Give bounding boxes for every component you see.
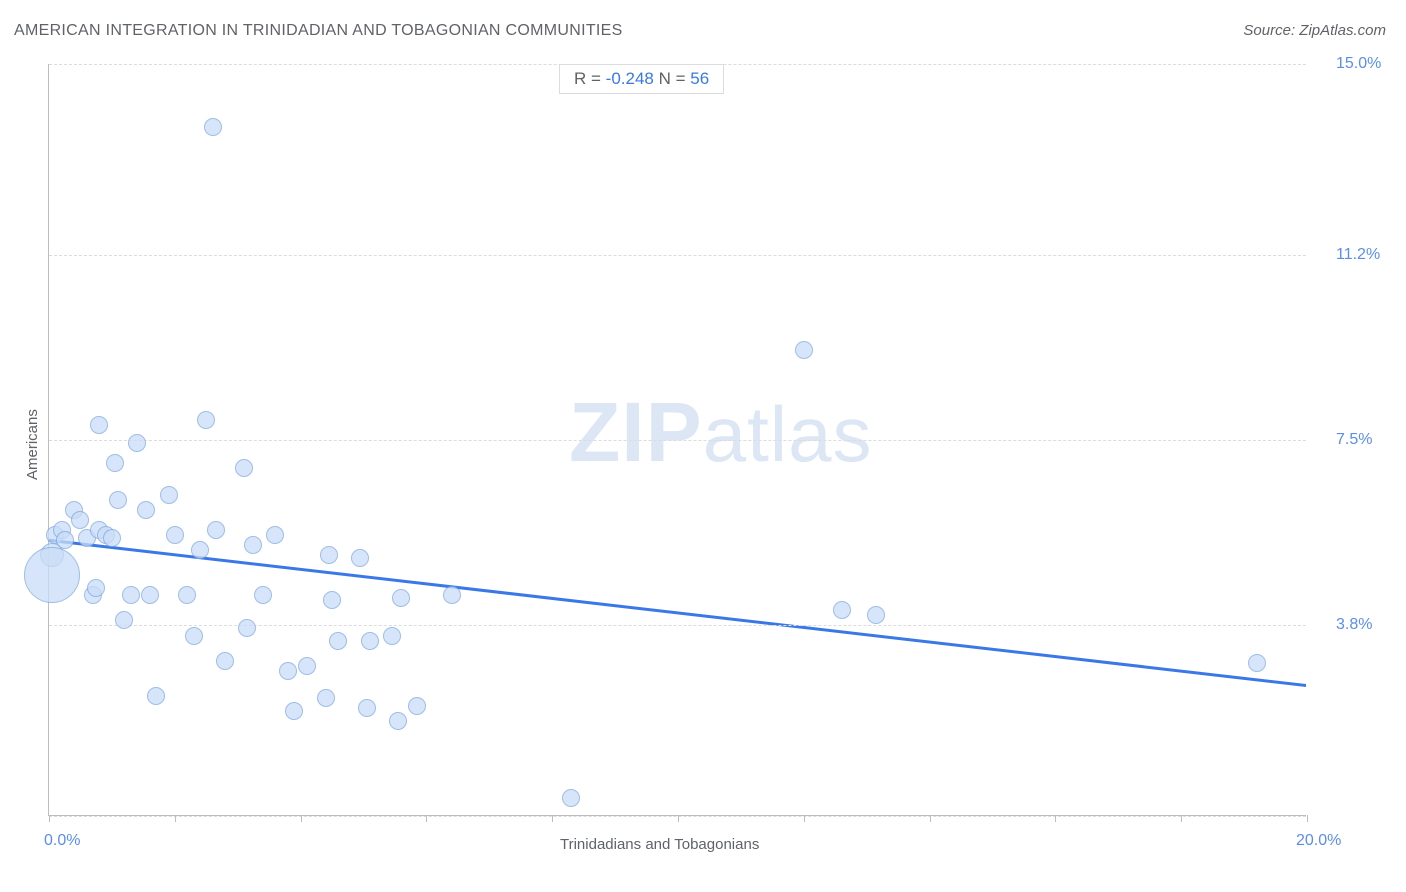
data-point: [191, 541, 209, 559]
data-point: [166, 526, 184, 544]
data-point: [351, 549, 369, 567]
chart-title: AMERICAN INTEGRATION IN TRINIDADIAN AND …: [14, 22, 623, 40]
x-tick: [1055, 815, 1056, 822]
data-point: [244, 536, 262, 554]
data-point: [109, 491, 127, 509]
x-tick: [426, 815, 427, 822]
n-value: 56: [690, 69, 709, 88]
x-tick-label: 20.0%: [1296, 832, 1341, 850]
data-point: [285, 702, 303, 720]
data-point: [562, 789, 580, 807]
source-name: ZipAtlas.com: [1299, 22, 1386, 39]
data-point: [128, 434, 146, 452]
x-tick: [1307, 815, 1308, 822]
data-point: [137, 501, 155, 519]
data-point: [24, 547, 80, 603]
x-tick: [678, 815, 679, 822]
data-point: [867, 606, 885, 624]
gridline-h: [49, 255, 1306, 256]
data-point: [361, 632, 379, 650]
data-point: [833, 601, 851, 619]
data-point: [147, 687, 165, 705]
gridline-h: [49, 440, 1306, 441]
data-point: [216, 652, 234, 670]
x-tick-label: 0.0%: [44, 832, 80, 850]
data-point: [795, 341, 813, 359]
data-point: [408, 697, 426, 715]
y-tick-label: 7.5%: [1336, 431, 1372, 449]
data-point: [115, 611, 133, 629]
data-point: [323, 591, 341, 609]
data-point: [185, 627, 203, 645]
watermark: ZIPatlas: [569, 384, 872, 481]
data-point: [1248, 654, 1266, 672]
x-tick: [1181, 815, 1182, 822]
data-point: [389, 712, 407, 730]
watermark-zip: ZIP: [569, 385, 703, 479]
data-point: [298, 657, 316, 675]
data-point: [71, 511, 89, 529]
data-point: [204, 118, 222, 136]
r-label: R =: [574, 69, 606, 88]
source-attribution: Source: ZipAtlas.com: [1243, 22, 1386, 39]
x-tick: [552, 815, 553, 822]
data-point: [443, 586, 461, 604]
data-point: [122, 586, 140, 604]
data-point: [383, 627, 401, 645]
data-point: [358, 699, 376, 717]
data-point: [238, 619, 256, 637]
data-point: [56, 531, 74, 549]
data-point: [320, 546, 338, 564]
data-point: [106, 454, 124, 472]
data-point: [329, 632, 347, 650]
scatter-plot-area: ZIPatlas R = -0.248 N = 56: [48, 64, 1306, 816]
data-point: [207, 521, 225, 539]
x-tick: [804, 815, 805, 822]
data-point: [160, 486, 178, 504]
y-tick-label: 11.2%: [1336, 246, 1380, 264]
data-point: [392, 589, 410, 607]
y-tick-label: 3.8%: [1336, 616, 1372, 634]
y-axis-label: Americans: [24, 409, 41, 480]
x-tick: [301, 815, 302, 822]
x-axis-label: Trinidadians and Tobagonians: [560, 836, 759, 853]
stats-box: R = -0.248 N = 56: [559, 64, 724, 94]
data-point: [235, 459, 253, 477]
data-point: [141, 586, 159, 604]
x-tick: [175, 815, 176, 822]
data-point: [178, 586, 196, 604]
n-label: N =: [654, 69, 690, 88]
data-point: [266, 526, 284, 544]
data-point: [197, 411, 215, 429]
data-point: [103, 529, 121, 547]
data-point: [279, 662, 297, 680]
trend-line: [49, 540, 1306, 685]
data-point: [317, 689, 335, 707]
data-point: [87, 579, 105, 597]
data-point: [254, 586, 272, 604]
data-point: [90, 416, 108, 434]
r-value: -0.248: [606, 69, 654, 88]
x-tick: [930, 815, 931, 822]
x-tick: [49, 815, 50, 822]
source-prefix: Source:: [1243, 22, 1299, 39]
y-tick-label: 15.0%: [1336, 55, 1381, 73]
watermark-atlas: atlas: [703, 390, 873, 478]
gridline-h: [49, 64, 1306, 65]
